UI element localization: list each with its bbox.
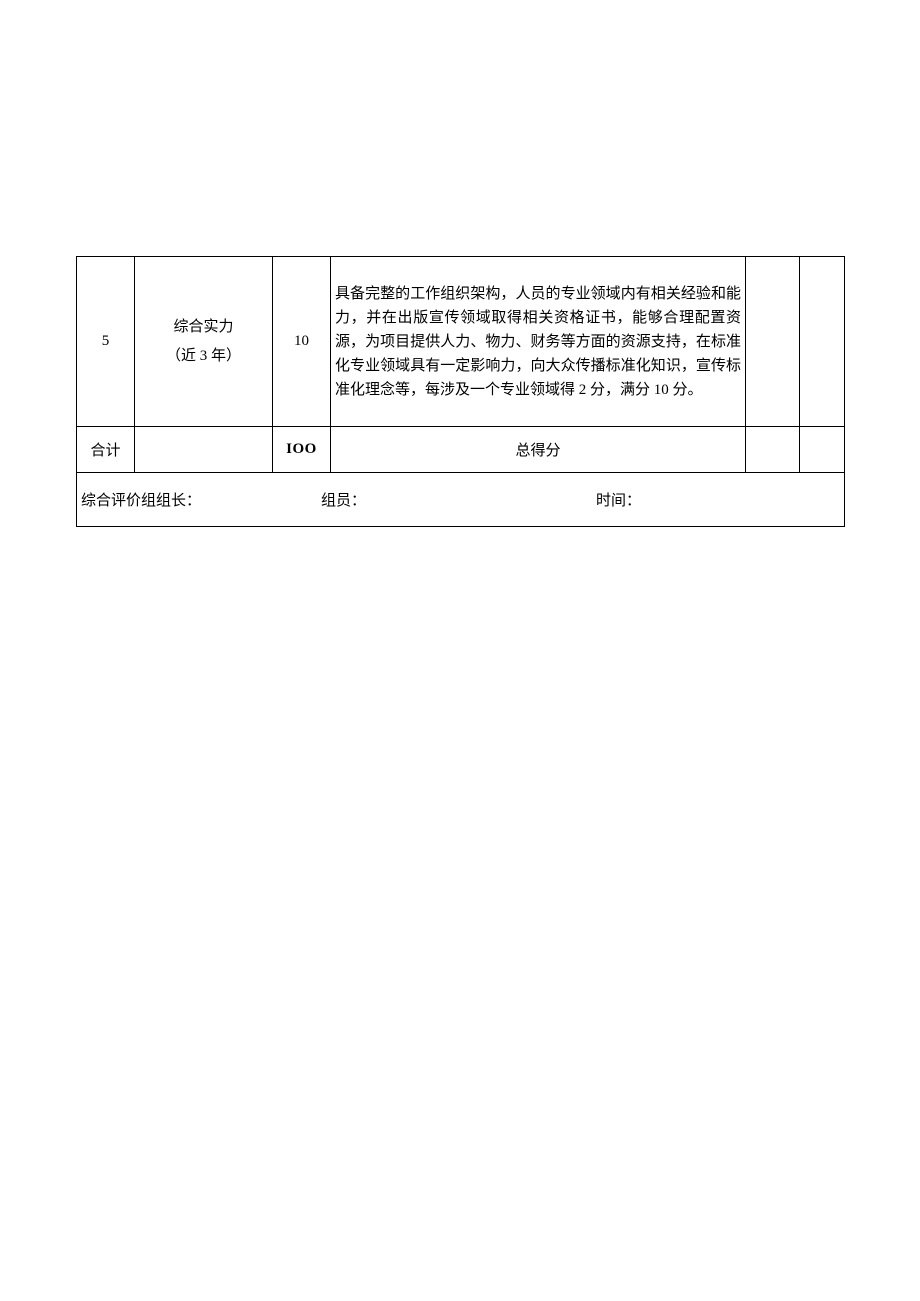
cell-index: 5 — [77, 257, 135, 427]
cell-total-weight: IOO — [273, 427, 331, 473]
evaluation-table-container: 5 综合实力 （近 3 年） 10 具备完整的工作组织架构，人员的专业领域内有相… — [76, 256, 844, 527]
cell-score-b — [800, 257, 845, 427]
table-row-total: 合计 IOO 总得分 — [77, 427, 845, 473]
footer-time-label: 时间： — [596, 489, 840, 510]
cell-weight: 10 — [273, 257, 331, 427]
cell-description: 具备完整的工作组织架构，人员的专业领域内有相关经验和能力，并在出版宣传领域取得相… — [331, 257, 746, 427]
footer-member-label: 组员： — [321, 489, 596, 510]
table-row-footer: 综合评价组组长： 组员： 时间： — [77, 473, 845, 527]
evaluation-table: 5 综合实力 （近 3 年） 10 具备完整的工作组织架构，人员的专业领域内有相… — [76, 256, 845, 527]
cell-total-score-label: 总得分 — [331, 427, 746, 473]
description-text: 具备完整的工作组织架构，人员的专业领域内有相关经验和能力，并在出版宣传领域取得相… — [333, 280, 743, 404]
table-row-main: 5 综合实力 （近 3 年） 10 具备完整的工作组织架构，人员的专业领域内有相… — [77, 257, 845, 427]
cell-item-name: 综合实力 （近 3 年） — [135, 257, 273, 427]
cell-total-label: 合计 — [77, 427, 135, 473]
item-name-line2: （近 3 年） — [137, 342, 270, 371]
cell-total-empty — [135, 427, 273, 473]
item-name-line1: 综合实力 — [137, 313, 270, 342]
cell-total-score-a — [746, 427, 800, 473]
cell-footer: 综合评价组组长： 组员： 时间： — [77, 473, 845, 527]
footer-leader-label: 综合评价组组长： — [81, 489, 321, 510]
cell-total-score-b — [800, 427, 845, 473]
cell-score-a — [746, 257, 800, 427]
